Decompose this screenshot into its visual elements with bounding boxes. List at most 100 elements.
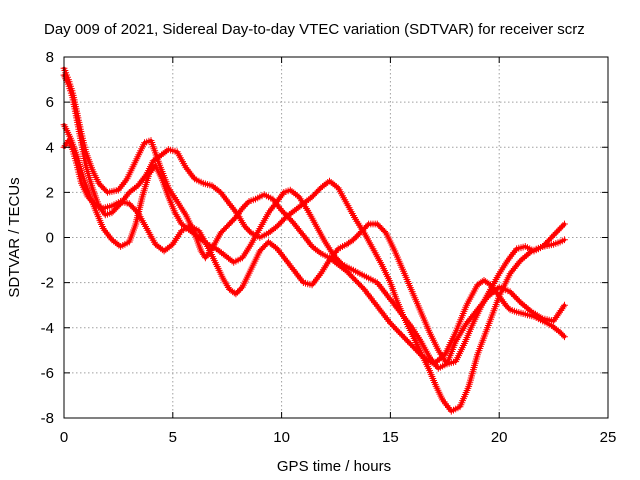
data-point xyxy=(553,312,561,320)
data-point xyxy=(275,221,283,229)
data-point xyxy=(402,336,410,343)
data-point xyxy=(404,337,411,345)
data-point xyxy=(540,241,548,249)
data-point xyxy=(125,189,133,196)
data-point xyxy=(310,244,318,252)
data-point xyxy=(396,329,404,337)
x-tick-label: 25 xyxy=(600,429,617,446)
y-tick-label: -2 xyxy=(41,275,54,292)
data-point xyxy=(287,216,295,224)
data-point xyxy=(559,331,567,339)
data-point xyxy=(131,184,138,192)
data-point xyxy=(509,266,517,274)
data-point xyxy=(347,272,355,280)
data-point xyxy=(516,297,523,305)
data-point xyxy=(217,229,225,237)
y-tick-label: -8 xyxy=(41,410,54,427)
data-point xyxy=(160,247,168,255)
y-tick-label: 2 xyxy=(46,184,54,201)
data-point xyxy=(293,205,300,213)
data-point xyxy=(155,243,163,251)
data-point xyxy=(158,151,165,159)
axes: 0 5 10 15 20 25 -8 -6 -4 -2 0 2 4 6 8 xyxy=(41,49,617,446)
data-point xyxy=(109,207,117,215)
data-point xyxy=(559,222,567,230)
data-point xyxy=(305,196,312,203)
data-point xyxy=(356,281,364,289)
data-point xyxy=(559,303,567,311)
data-point xyxy=(359,284,367,292)
data-point xyxy=(390,323,397,330)
data-point xyxy=(551,230,559,238)
data-point xyxy=(293,192,301,199)
data-point xyxy=(242,201,250,209)
x-tick-label: 5 xyxy=(169,429,177,446)
data-point xyxy=(333,255,341,262)
data-point xyxy=(84,193,92,201)
y-tick-label: -6 xyxy=(41,365,54,382)
data-point xyxy=(387,319,394,327)
data-point xyxy=(260,243,268,250)
data-point xyxy=(226,220,233,228)
data-point xyxy=(98,183,106,190)
data-point xyxy=(224,222,232,229)
data-point xyxy=(219,250,227,258)
data-point xyxy=(279,208,287,216)
data-point xyxy=(514,260,522,267)
data-point xyxy=(359,226,367,234)
y-tick-label: -4 xyxy=(41,320,54,337)
data-point xyxy=(407,340,414,348)
data-point xyxy=(167,242,175,249)
data-point xyxy=(388,321,396,329)
data-point xyxy=(331,181,339,189)
data-point xyxy=(337,259,345,267)
data-point xyxy=(257,246,265,253)
x-tick-label: 0 xyxy=(60,429,68,446)
data-point xyxy=(353,278,361,286)
data-point xyxy=(543,238,551,246)
data-point xyxy=(164,244,171,252)
y-tick-label: 4 xyxy=(46,139,54,156)
data-point xyxy=(410,344,418,351)
y-axis-label: SDTVAR / TECUs xyxy=(6,177,23,297)
data-point xyxy=(549,232,557,240)
data-point xyxy=(223,223,230,231)
x-tick-label: 10 xyxy=(273,429,290,446)
data-point xyxy=(310,192,317,199)
data-point xyxy=(89,198,97,206)
data-point xyxy=(163,147,171,155)
data-point xyxy=(111,206,119,214)
data-point xyxy=(102,187,110,195)
data-point xyxy=(511,293,519,300)
data-point xyxy=(220,226,227,234)
data-point xyxy=(227,218,235,226)
data-point xyxy=(351,234,359,242)
grid xyxy=(64,57,608,418)
data-point xyxy=(311,190,319,198)
data-point xyxy=(505,304,512,312)
data-point xyxy=(344,269,352,277)
data-point xyxy=(239,204,246,212)
data-point xyxy=(358,228,365,235)
data-point xyxy=(232,290,240,298)
data-point xyxy=(127,201,135,209)
data-point xyxy=(512,294,520,302)
data-point xyxy=(348,237,356,245)
data-point xyxy=(391,324,399,332)
data-point xyxy=(336,258,343,265)
data-point xyxy=(397,331,405,338)
data-point xyxy=(555,327,562,335)
data-point xyxy=(557,223,565,231)
data-point xyxy=(350,236,357,244)
data-point xyxy=(241,222,248,230)
data-point xyxy=(96,181,104,189)
data-point xyxy=(401,334,408,342)
data-point xyxy=(350,275,358,283)
data-point xyxy=(313,189,320,196)
data-point xyxy=(346,271,354,278)
data-point xyxy=(502,301,510,309)
x-axis-label: GPS time / hours xyxy=(277,458,391,475)
data-point xyxy=(379,226,387,234)
data-point xyxy=(376,223,384,231)
